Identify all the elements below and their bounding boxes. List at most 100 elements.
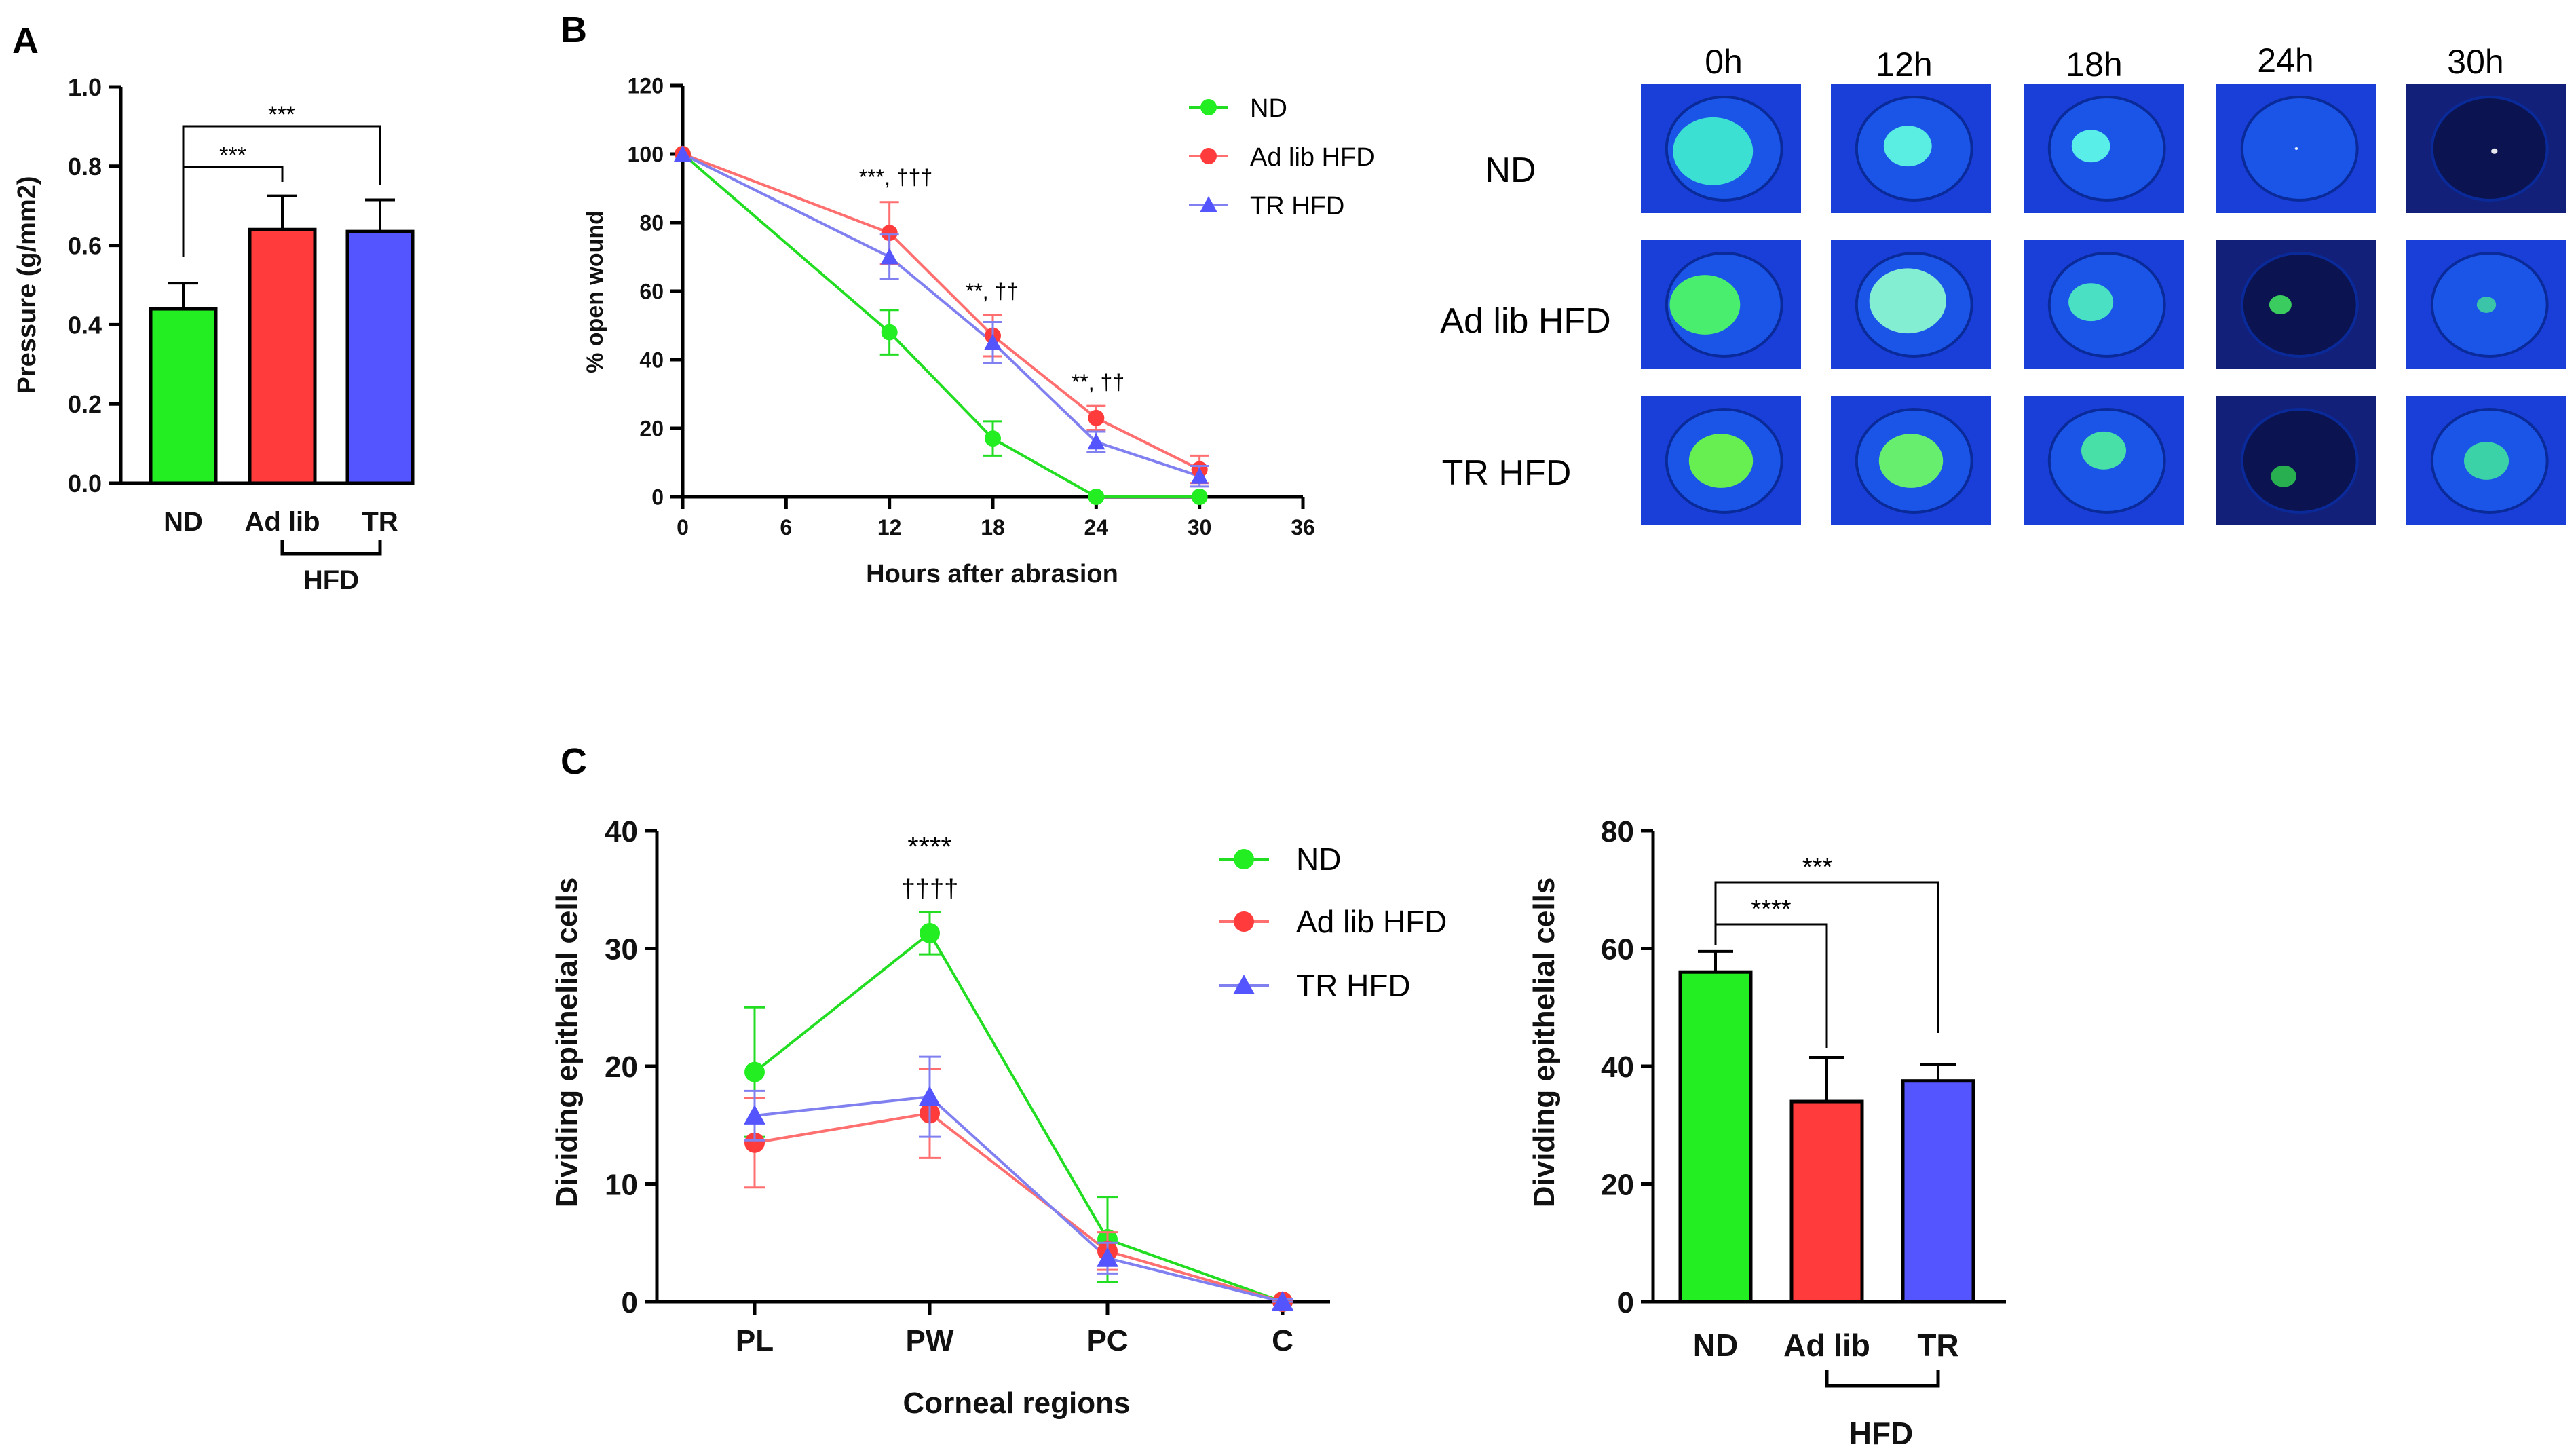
panel-a-sig-bracket-adlib (182, 166, 284, 257)
panel-a-hfd-bracket (280, 540, 382, 556)
panel-c-bar-chart: Dividing epithelial cells 0 20 40 60 80 ND A… (1528, 815, 2006, 1451)
wound-stain (2081, 431, 2127, 470)
x-tick-label: 18 (981, 515, 1005, 540)
y-tick-label: 0.2 (68, 390, 102, 418)
y-tick-label: 120 (628, 74, 664, 98)
y-tick-label: 40 (1601, 1051, 1634, 1084)
bar-ad-lib (248, 227, 317, 485)
y-tick-label: 20 (639, 417, 664, 441)
data-point (674, 145, 692, 162)
panel-a-xlabel-adlib: Ad lib (244, 507, 320, 537)
panel-c-legend: ND Ad lib HFD TR HFD (1219, 842, 1447, 1003)
panel-c-sig-bracket-tr (1714, 881, 1939, 1033)
panel-b-annotation-24h: **, †† (1072, 370, 1124, 394)
data-point (1272, 1291, 1293, 1311)
data-point (1087, 433, 1105, 450)
data-point (880, 248, 898, 265)
y-tick-label: 80 (1601, 815, 1634, 848)
legend-c-adlib: Ad lib HFD (1296, 904, 1447, 939)
panel-a-sig-adlib: *** (219, 143, 246, 168)
wound-stain (1688, 434, 1754, 488)
y-tick-label: 0 (622, 1286, 638, 1319)
y-tick-label: 1.0 (68, 73, 102, 101)
y-tick-label: 20 (605, 1051, 638, 1084)
wound-stain (1869, 268, 1946, 334)
data-point (985, 430, 1001, 447)
data-point (744, 1061, 765, 1082)
bar-nd (1678, 970, 1753, 1304)
bar-nd (149, 307, 218, 485)
y-tick-label: 0.8 (68, 153, 102, 181)
data-point (1191, 489, 1208, 505)
y-tick-label: 0.6 (68, 232, 102, 260)
x-tick-label: 12 (877, 515, 902, 540)
panel-a-xlabel-tr: TR (362, 507, 398, 537)
x-tick-label: 6 (780, 515, 792, 540)
data-point (744, 1132, 765, 1153)
legend-b-tr: TR HFD (1250, 192, 1344, 221)
data-point (1097, 1247, 1118, 1267)
series-line-tr-hfd (754, 1095, 1283, 1303)
data-point (1190, 467, 1209, 484)
panel-b-xlabel: Hours after abrasion (866, 560, 1118, 588)
wound-stain (2269, 295, 2292, 314)
legend-c-adlib-marker (1234, 911, 1254, 932)
x-tick-label: 30 (1188, 515, 1212, 540)
x-tick-label: 24 (1084, 515, 1109, 540)
wound-stain (2491, 148, 2498, 154)
wound-stain (2068, 283, 2114, 322)
data-point (984, 333, 1002, 350)
y-tick-label: 0.4 (68, 311, 102, 339)
bar-ad-lib (1789, 1099, 1864, 1304)
panel-c-annotation-daggers: †††† (901, 875, 959, 903)
photo-row-nd: ND (1485, 151, 1536, 190)
photo-col-24h: 24h (2257, 41, 2313, 79)
photo-row-adlib: Ad lib HFD (1440, 301, 1610, 341)
panel-c-right-xlabel-nd: ND (1693, 1327, 1738, 1363)
panel-a-xlabel-nd: ND (164, 507, 203, 537)
bar-tr (1901, 1079, 1975, 1304)
panel-c-left-ylabel: Dividing epithelial cells (550, 878, 584, 1208)
panel-c-sig-bracket-adlib (1714, 923, 1828, 1048)
photo-col-12h: 12h (1876, 45, 1932, 83)
panel-b-annotation-18h: **, †† (966, 279, 1019, 303)
wound-stain (1669, 275, 1741, 335)
wound-stain (2463, 442, 2509, 480)
legend-nd-marker (1200, 99, 1217, 115)
series-line-nd (681, 153, 1200, 498)
legend-c-nd: ND (1296, 842, 1341, 877)
y-tick-label: 0 (651, 485, 664, 510)
wound-stain (2271, 465, 2297, 487)
panel-c-left-xlabel: Corneal regions (903, 1387, 1131, 1420)
x-tick-label: 36 (1291, 515, 1315, 540)
panel-a-bar-chart: Pressure (g/mm2) 0.0 0.2 0.4 0.6 0.8 1.0 ND A… (13, 73, 415, 595)
wound-stain (2071, 130, 2110, 163)
photo-col-0h: 0h (1705, 43, 1743, 81)
legend-c-tr-marker (1233, 975, 1255, 994)
panel-c-right-ylabel: Dividing epithelial cells (1528, 878, 1561, 1208)
data-point (881, 225, 898, 242)
legend-b-adlib: Ad lib HFD (1250, 143, 1375, 172)
eye-cornea (2240, 96, 2359, 202)
wound-photo-grid: 0h 12h 18h 24h 30h ND Ad lib HFD TR HFD (1440, 41, 2566, 525)
data-point (1088, 489, 1105, 505)
y-tick-label: 80 (639, 211, 664, 235)
panel-b-annotation-12h: ***, ††† (859, 165, 933, 189)
legend-tr-marker (1200, 196, 1217, 212)
panel-c-line-chart: Dividing epithelial cells Corneal region… (550, 815, 1447, 1420)
eye-cornea (2430, 96, 2549, 202)
panel-c-hfd-bracket (1825, 1370, 1940, 1388)
x-tick-label: 0 (677, 515, 689, 540)
panel-c-sig-adlib: **** (1751, 895, 1791, 924)
panel-label-b: B (561, 10, 587, 50)
y-tick-label: 60 (639, 280, 664, 304)
panel-label-a: A (12, 20, 39, 61)
wound-stain (2294, 147, 2298, 150)
panel-a-ylabel: Pressure (g/mm2) (13, 176, 41, 394)
wound-stain (2476, 297, 2497, 313)
bar-tr (345, 229, 415, 485)
x-tick-label: C (1272, 1324, 1293, 1357)
y-tick-label: 60 (1601, 932, 1634, 966)
panel-a-sig-bracket-tr (182, 125, 381, 185)
